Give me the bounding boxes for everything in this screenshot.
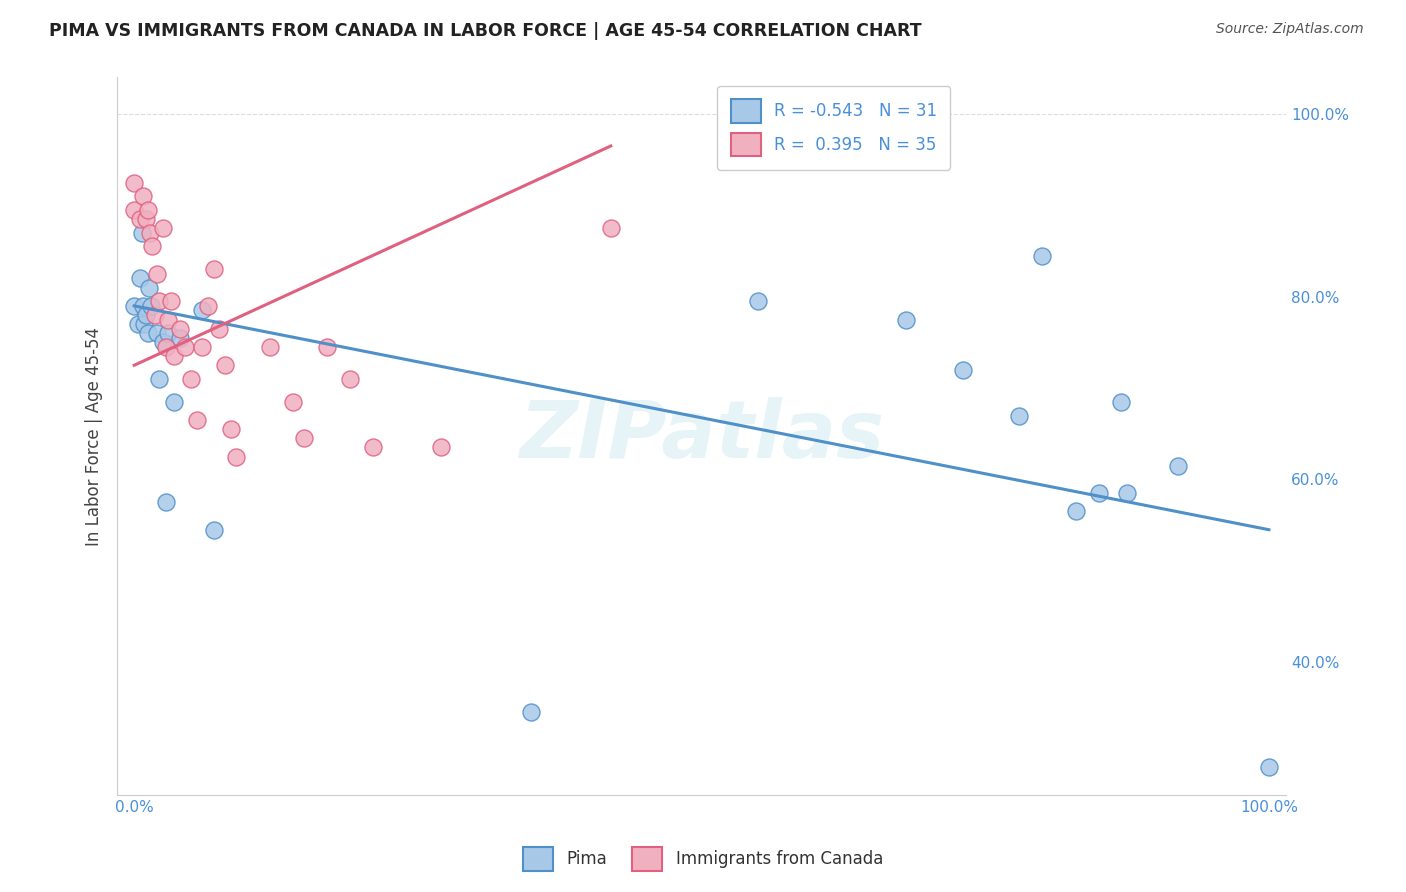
Point <box>148 372 170 386</box>
Text: PIMA VS IMMIGRANTS FROM CANADA IN LABOR FORCE | AGE 45-54 CORRELATION CHART: PIMA VS IMMIGRANTS FROM CANADA IN LABOR … <box>49 22 922 40</box>
Point <box>143 308 166 322</box>
Point <box>155 340 177 354</box>
Point <box>429 441 451 455</box>
Point <box>180 372 202 386</box>
Point <box>197 299 219 313</box>
Point <box>163 394 186 409</box>
Point <box>1167 458 1189 473</box>
Point <box>132 299 155 313</box>
Text: ZIPatlas: ZIPatlas <box>519 397 884 475</box>
Point <box>127 317 149 331</box>
Point <box>138 280 160 294</box>
Point <box>294 431 316 445</box>
Point <box>148 294 170 309</box>
Point <box>141 239 163 253</box>
Point <box>186 413 208 427</box>
Point <box>134 317 156 331</box>
Point <box>747 294 769 309</box>
Point <box>159 294 181 309</box>
Point <box>135 212 157 227</box>
Point <box>169 331 191 345</box>
Point <box>191 340 214 354</box>
Point <box>520 706 543 720</box>
Point <box>202 523 225 537</box>
Point <box>259 340 281 354</box>
Point <box>599 221 621 235</box>
Point <box>191 303 214 318</box>
Y-axis label: In Labor Force | Age 45-54: In Labor Force | Age 45-54 <box>86 326 103 546</box>
Point <box>146 267 169 281</box>
Point <box>361 441 384 455</box>
Point <box>132 189 155 203</box>
Point <box>122 202 145 217</box>
Point <box>1258 760 1281 774</box>
Point <box>1031 249 1053 263</box>
Point <box>152 335 174 350</box>
Point <box>174 340 197 354</box>
Point <box>122 176 145 190</box>
Point <box>122 299 145 313</box>
Point <box>1116 486 1139 500</box>
Point <box>139 226 162 240</box>
Point <box>208 322 231 336</box>
Point <box>169 322 191 336</box>
Point <box>141 299 163 313</box>
Point <box>894 312 917 326</box>
Point <box>281 394 304 409</box>
Point <box>1008 409 1031 423</box>
Point <box>136 326 159 341</box>
Point <box>157 312 180 326</box>
Point <box>1064 504 1087 518</box>
Point <box>128 271 150 285</box>
Point <box>225 450 247 464</box>
Point <box>202 262 225 277</box>
Point <box>952 363 974 377</box>
Point <box>163 349 186 363</box>
Point <box>157 326 180 341</box>
Point <box>128 212 150 227</box>
Point <box>1087 486 1109 500</box>
Text: Source: ZipAtlas.com: Source: ZipAtlas.com <box>1216 22 1364 37</box>
Point <box>155 495 177 509</box>
Point <box>1111 394 1133 409</box>
Point <box>135 308 157 322</box>
Legend: R = -0.543   N = 31, R =  0.395   N = 35: R = -0.543 N = 31, R = 0.395 N = 35 <box>717 86 950 169</box>
Point <box>131 226 153 240</box>
Legend: Pima, Immigrants from Canada: Pima, Immigrants from Canada <box>515 839 891 880</box>
Point <box>219 422 242 436</box>
Point <box>152 221 174 235</box>
Point <box>136 202 159 217</box>
Point <box>316 340 339 354</box>
Point <box>339 372 361 386</box>
Point <box>214 358 236 372</box>
Point <box>146 326 169 341</box>
